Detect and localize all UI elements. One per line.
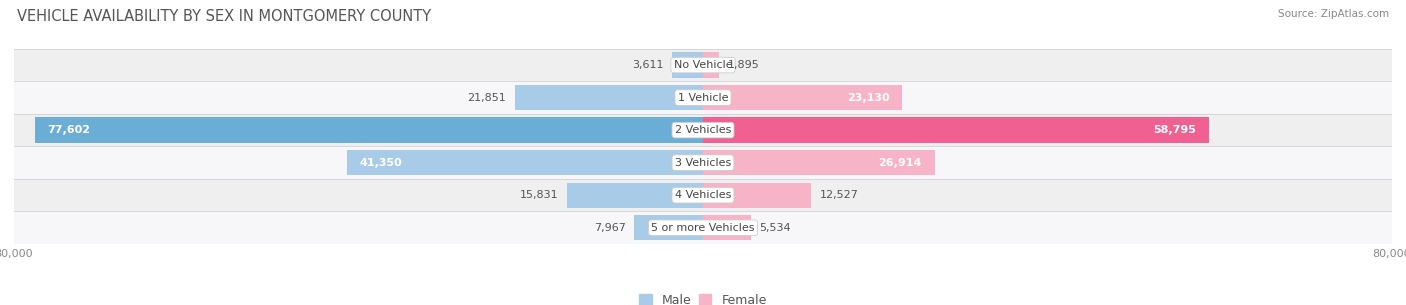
Text: 5 or more Vehicles: 5 or more Vehicles [651, 223, 755, 233]
Text: Source: ZipAtlas.com: Source: ZipAtlas.com [1278, 9, 1389, 19]
Bar [672, 52, 703, 78]
Bar [515, 85, 703, 110]
Text: 21,851: 21,851 [467, 93, 506, 102]
Text: 12,527: 12,527 [820, 190, 859, 200]
Bar [14, 49, 1392, 81]
Text: 2 Vehicles: 2 Vehicles [675, 125, 731, 135]
Text: 41,350: 41,350 [360, 158, 402, 168]
Bar [14, 179, 1392, 211]
Text: 1,895: 1,895 [728, 60, 759, 70]
Bar [347, 150, 703, 175]
Text: VEHICLE AVAILABILITY BY SEX IN MONTGOMERY COUNTY: VEHICLE AVAILABILITY BY SEX IN MONTGOMER… [17, 9, 432, 24]
Text: 3 Vehicles: 3 Vehicles [675, 158, 731, 168]
Text: 58,795: 58,795 [1153, 125, 1197, 135]
Bar [14, 81, 1392, 114]
Bar [634, 215, 703, 240]
Text: 23,130: 23,130 [846, 93, 889, 102]
Text: No Vehicle: No Vehicle [673, 60, 733, 70]
Bar [703, 85, 903, 110]
Text: 15,831: 15,831 [519, 190, 558, 200]
Bar [703, 150, 935, 175]
Text: 77,602: 77,602 [48, 125, 90, 135]
Bar [703, 117, 1209, 143]
Text: 26,914: 26,914 [879, 158, 922, 168]
Bar [567, 182, 703, 208]
Bar [703, 215, 751, 240]
Text: 1 Vehicle: 1 Vehicle [678, 93, 728, 102]
Bar [35, 117, 703, 143]
Legend: Male, Female: Male, Female [634, 289, 772, 305]
Text: 4 Vehicles: 4 Vehicles [675, 190, 731, 200]
Bar [14, 211, 1392, 244]
Bar [703, 52, 720, 78]
Text: 7,967: 7,967 [593, 223, 626, 233]
Bar [14, 114, 1392, 146]
Text: 3,611: 3,611 [631, 60, 664, 70]
Text: 5,534: 5,534 [759, 223, 792, 233]
Bar [703, 182, 811, 208]
Bar [14, 146, 1392, 179]
